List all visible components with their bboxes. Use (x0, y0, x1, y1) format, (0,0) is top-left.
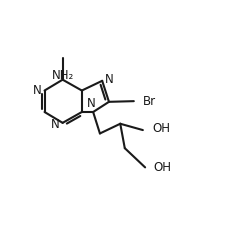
Text: OH: OH (152, 122, 170, 135)
Text: N: N (51, 118, 60, 131)
Text: N: N (87, 97, 95, 110)
Text: N: N (33, 83, 42, 97)
Text: OH: OH (153, 160, 171, 173)
Text: Br: Br (143, 94, 156, 107)
Text: NH₂: NH₂ (51, 69, 74, 82)
Text: N: N (105, 73, 114, 86)
